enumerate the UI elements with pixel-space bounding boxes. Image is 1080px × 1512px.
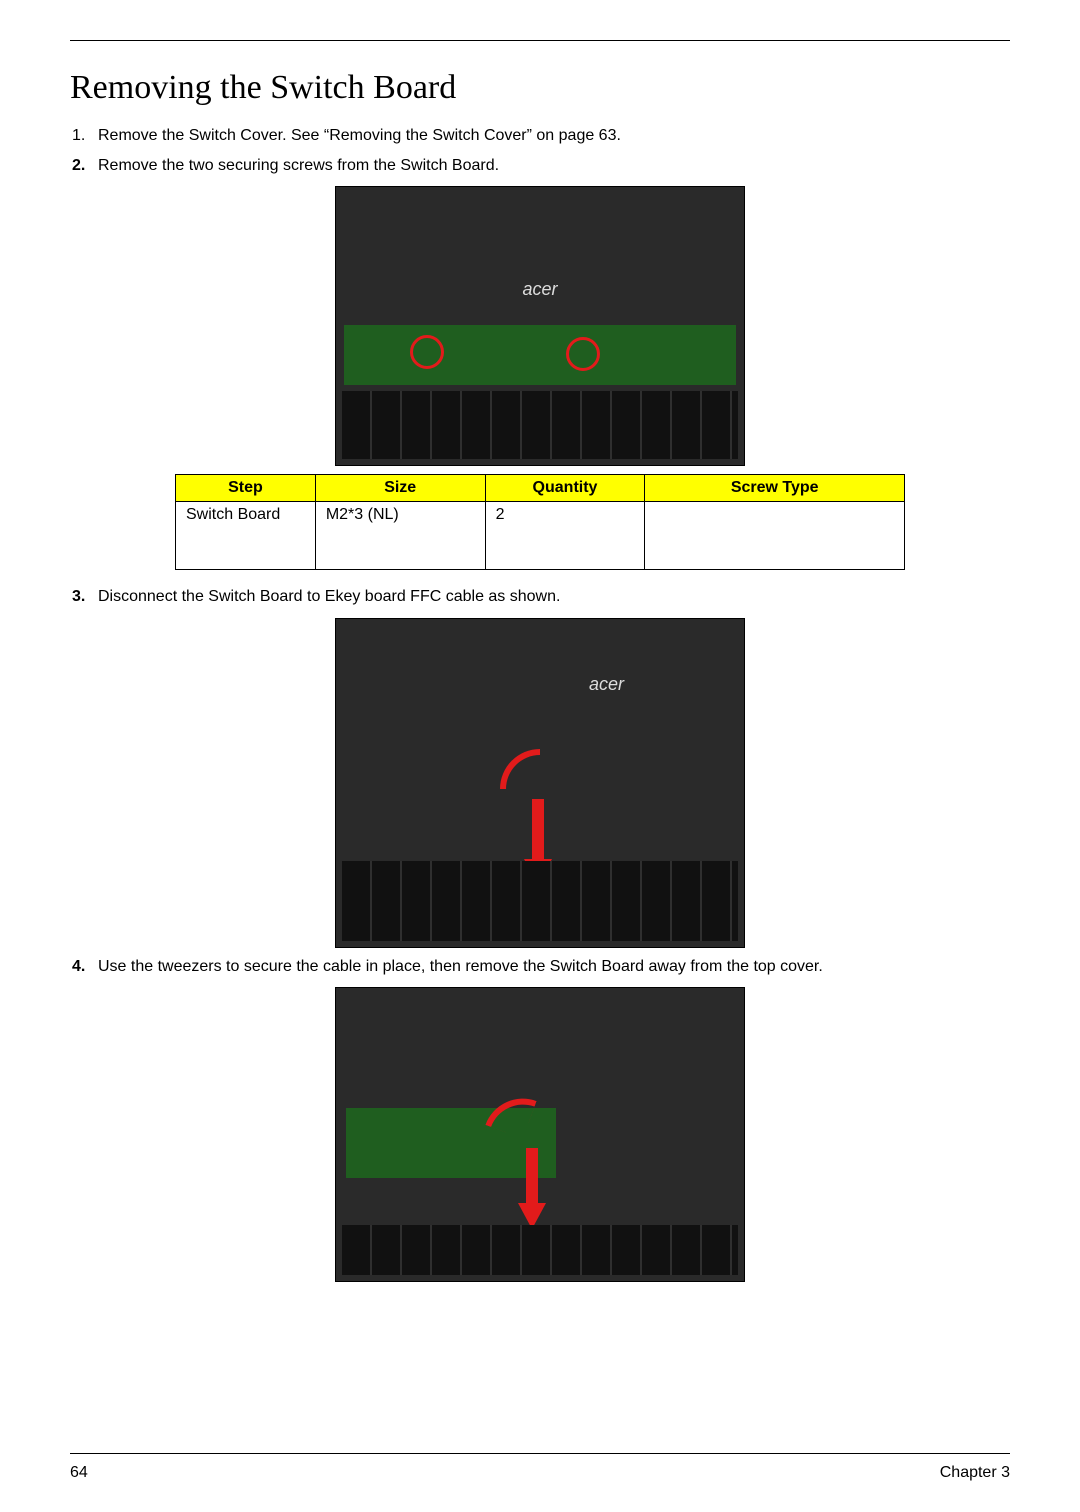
step-number: 2. [72, 155, 85, 177]
screw-callout-icon [566, 337, 600, 371]
step-text: Use the tweezers to secure the cable in … [98, 958, 823, 975]
table-header-row: Step Size Quantity Screw Type [176, 475, 905, 502]
cell-screw-type [645, 502, 905, 570]
cell-quantity: 2 [485, 502, 645, 570]
brand-logo: acer [522, 279, 557, 300]
header-rule [70, 40, 1010, 41]
step-number: 4. [72, 956, 85, 978]
screw-callout-icon [410, 335, 444, 369]
step-text: Disconnect the Switch Board to Ekey boar… [98, 588, 560, 605]
keyboard-strip [342, 861, 738, 941]
figure-remove-board [335, 987, 745, 1282]
chapter-label: Chapter 3 [940, 1464, 1010, 1482]
step-3: 3. Disconnect the Switch Board to Ekey b… [98, 586, 1010, 608]
brand-logo: acer [589, 674, 624, 695]
red-arrow-icon [532, 799, 544, 859]
footer-rule [70, 1453, 1010, 1454]
step-1: 1. Remove the Switch Cover. See “Removin… [98, 125, 1010, 147]
page-number: 64 [70, 1464, 88, 1482]
step-number: 3. [72, 586, 85, 608]
pcb-strip [344, 325, 736, 385]
col-header-size: Size [315, 475, 485, 502]
col-header-quantity: Quantity [485, 475, 645, 502]
screw-table: Step Size Quantity Screw Type Switch Boa… [175, 474, 905, 570]
table-row: Switch Board M2*3 (NL) 2 [176, 502, 905, 570]
page-footer: 64 Chapter 3 [70, 1453, 1010, 1482]
cell-step: Switch Board [176, 502, 316, 570]
keyboard-strip [342, 1225, 738, 1275]
step-list: 1. Remove the Switch Cover. See “Removin… [70, 125, 1010, 176]
step-list-continued-2: 4. Use the tweezers to secure the cable … [70, 956, 1010, 978]
step-2: 2. Remove the two securing screws from t… [98, 155, 1010, 177]
keyboard-strip [342, 391, 738, 459]
col-header-screw-type: Screw Type [645, 475, 905, 502]
figure-screw-locations: acer [335, 186, 745, 466]
figure-disconnect-ffc: acer [335, 618, 745, 948]
step-number: 1. [72, 125, 85, 147]
col-header-step: Step [176, 475, 316, 502]
step-list-continued: 3. Disconnect the Switch Board to Ekey b… [70, 586, 1010, 608]
step-4: 4. Use the tweezers to secure the cable … [98, 956, 1010, 978]
step-text: Remove the Switch Cover. See “Removing t… [98, 127, 621, 144]
cell-size: M2*3 (NL) [315, 502, 485, 570]
section-title: Removing the Switch Board [70, 69, 1010, 107]
red-arrow-icon [526, 1148, 538, 1203]
step-text: Remove the two securing screws from the … [98, 157, 499, 174]
red-arrow-icon [500, 749, 540, 789]
